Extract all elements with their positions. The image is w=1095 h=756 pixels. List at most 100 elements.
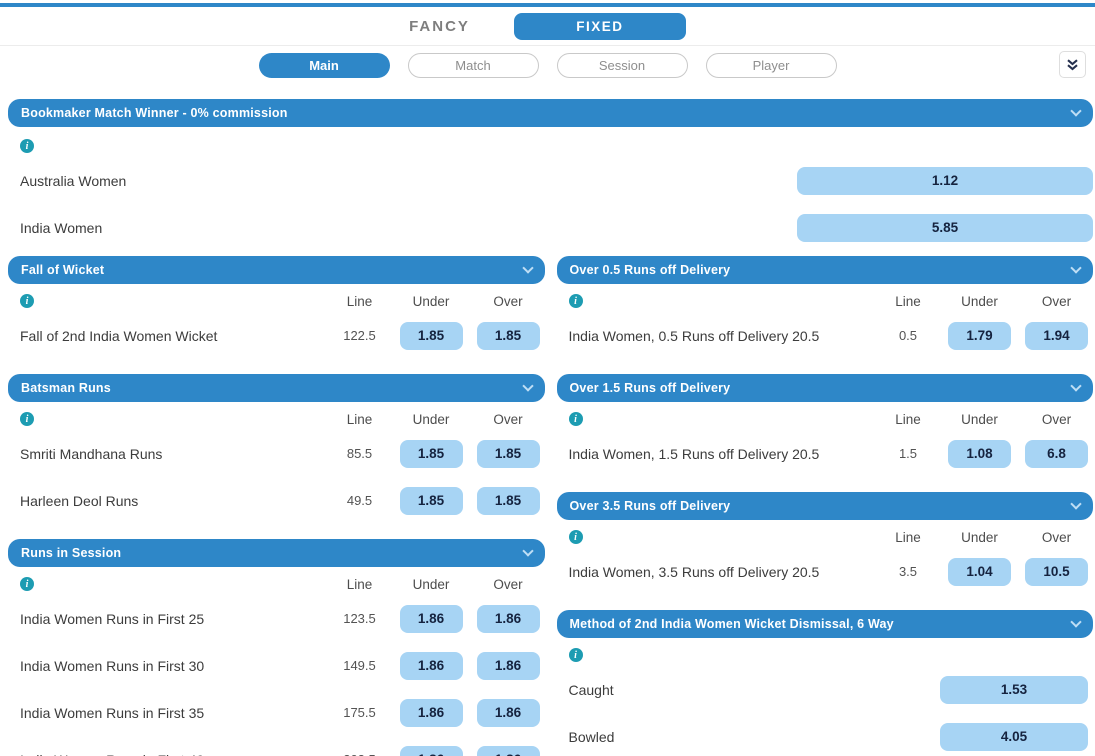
market-columns-row: i Line Under Over — [8, 408, 540, 430]
market-columns-row: i Line Under Over — [8, 573, 540, 595]
selection-name: India Women Runs in First 30 — [20, 657, 205, 674]
odds-button[interactable]: 1.53 — [940, 675, 1088, 704]
selection-name: India Women Runs in First 25 — [20, 610, 205, 627]
odds-button[interactable]: 1.12 — [797, 166, 1093, 195]
market-section-header[interactable]: Runs in Session — [8, 539, 545, 567]
double-chevron-down-icon — [1065, 57, 1080, 72]
selection-name: India Women Runs in First 35 — [20, 704, 205, 721]
odds-button[interactable]: 4.05 — [940, 722, 1088, 751]
market-section: Fall of Wicket i Line Under Over Fall of… — [8, 256, 545, 364]
bookmaker-info-row: i — [8, 135, 1093, 157]
tab-session[interactable]: Session — [556, 52, 688, 78]
bookmaker-section-header[interactable]: Bookmaker Match Winner - 0% commission — [8, 99, 1093, 127]
over-odds-button[interactable]: 1.85 — [476, 439, 540, 468]
line-value: 49.5 — [346, 493, 373, 508]
info-icon[interactable]: i — [568, 412, 583, 426]
under-odds-button[interactable]: 1.04 — [948, 557, 1011, 586]
right-market-column: Over 0.5 Runs off Delivery i Line Under … — [556, 256, 1093, 756]
market-section: Method of 2nd India Women Wicket Dismiss… — [556, 610, 1093, 756]
bookmaker-row: India Women 5.85 — [8, 204, 1093, 251]
under-odds-button[interactable]: 1.79 — [948, 321, 1011, 350]
market-section: Runs in Session i Line Under Over India … — [8, 539, 545, 756]
market-info-row: i — [557, 644, 1089, 666]
chevron-down-icon — [1070, 497, 1082, 510]
under-odds-button[interactable]: 1.86 — [399, 604, 463, 633]
line-value: 149.5 — [343, 658, 376, 673]
market-section: Over 3.5 Runs off Delivery i Line Under … — [556, 492, 1093, 600]
column-header-under: Under — [961, 411, 998, 427]
column-header-line: Line — [346, 411, 373, 427]
market-section: Over 1.5 Runs off Delivery i Line Under … — [556, 374, 1093, 482]
over-odds-button[interactable]: 10.5 — [1025, 557, 1088, 586]
info-icon[interactable]: i — [568, 648, 583, 662]
left-market-column: Fall of Wicket i Line Under Over Fall of… — [8, 256, 545, 756]
under-odds-button[interactable]: 1.85 — [399, 321, 463, 350]
collapse-all-button[interactable] — [1059, 51, 1086, 78]
line-value: 3.5 — [898, 564, 918, 579]
tab-player[interactable]: Player — [705, 52, 837, 78]
tab-fancy[interactable]: FANCY — [409, 17, 470, 35]
market-row: India Women, 1.5 Runs off Delivery 20.5 … — [557, 430, 1088, 477]
market-row: India Women Runs in First 35 175.5 1.86 … — [8, 689, 540, 736]
market-row: Bowled 4.05 — [557, 713, 1088, 756]
tab-match[interactable]: Match — [407, 52, 539, 78]
over-odds-button[interactable]: 1.86 — [476, 651, 540, 680]
market-section-header[interactable]: Batsman Runs — [8, 374, 545, 402]
odds-button[interactable]: 5.85 — [797, 213, 1093, 242]
column-header-over: Over — [1041, 411, 1072, 427]
over-odds-button[interactable]: 1.86 — [476, 745, 540, 756]
info-icon[interactable]: i — [568, 294, 583, 308]
selection-name: India Women — [20, 219, 103, 236]
line-value: 175.5 — [343, 705, 376, 720]
under-odds-button[interactable]: 1.86 — [399, 651, 463, 680]
category-tab-bar: Main Match Session Player — [0, 46, 1095, 84]
bookmaker-row: Australia Women 1.12 — [8, 157, 1093, 204]
tab-fixed[interactable]: FIXED — [513, 12, 686, 40]
chevron-down-icon — [1070, 379, 1082, 392]
market-section-title: Runs in Session — [21, 546, 122, 560]
chevron-down-icon — [1070, 261, 1082, 274]
over-odds-button[interactable]: 1.85 — [476, 486, 540, 515]
info-icon[interactable]: i — [20, 577, 34, 591]
market-section-title: Over 0.5 Runs off Delivery — [569, 263, 731, 277]
selection-name: Australia Women — [20, 172, 127, 189]
over-odds-button[interactable]: 6.8 — [1025, 439, 1088, 468]
under-odds-button[interactable]: 1.85 — [399, 486, 463, 515]
tab-main[interactable]: Main — [258, 52, 390, 78]
column-header-line: Line — [346, 293, 373, 309]
market-section-title: Batsman Runs — [21, 381, 111, 395]
info-icon[interactable]: i — [20, 139, 34, 153]
info-icon[interactable]: i — [20, 412, 34, 426]
column-header-over: Over — [1041, 293, 1072, 309]
column-header-line: Line — [346, 576, 373, 592]
over-odds-button[interactable]: 1.94 — [1025, 321, 1088, 350]
markets-area: Bookmaker Match Winner - 0% commission i… — [0, 84, 1095, 756]
over-odds-button[interactable]: 1.85 — [476, 321, 540, 350]
under-odds-button[interactable]: 1.86 — [399, 745, 463, 756]
column-header-over: Over — [1041, 529, 1072, 545]
market-section-header[interactable]: Over 1.5 Runs off Delivery — [556, 374, 1093, 402]
info-icon[interactable]: i — [568, 530, 583, 544]
over-odds-button[interactable]: 1.86 — [476, 604, 540, 633]
line-value: 1.5 — [898, 446, 918, 461]
under-odds-button[interactable]: 1.08 — [948, 439, 1011, 468]
bookmaker-section: Bookmaker Match Winner - 0% commission i… — [8, 99, 1093, 251]
info-icon[interactable]: i — [20, 294, 34, 308]
under-odds-button[interactable]: 1.85 — [399, 439, 463, 468]
market-section: Batsman Runs i Line Under Over Smriti Ma… — [8, 374, 545, 529]
market-columns-row: i Line Under Over — [557, 408, 1089, 430]
column-header-under: Under — [412, 576, 450, 592]
column-header-under: Under — [412, 293, 450, 309]
under-odds-button[interactable]: 1.86 — [399, 698, 463, 727]
market-section-header[interactable]: Over 0.5 Runs off Delivery — [556, 256, 1093, 284]
column-header-over: Over — [493, 411, 523, 427]
over-odds-button[interactable]: 1.86 — [476, 698, 540, 727]
market-section-header[interactable]: Method of 2nd India Women Wicket Dismiss… — [556, 610, 1093, 638]
selection-name: Bowled — [568, 728, 615, 745]
column-header-over: Over — [493, 576, 523, 592]
chevron-down-icon — [521, 544, 534, 557]
market-row: India Women Runs in First 25 123.5 1.86 … — [8, 595, 540, 642]
market-section-header[interactable]: Fall of Wicket — [8, 256, 545, 284]
column-header-line: Line — [895, 293, 921, 309]
market-section-header[interactable]: Over 3.5 Runs off Delivery — [556, 492, 1093, 520]
